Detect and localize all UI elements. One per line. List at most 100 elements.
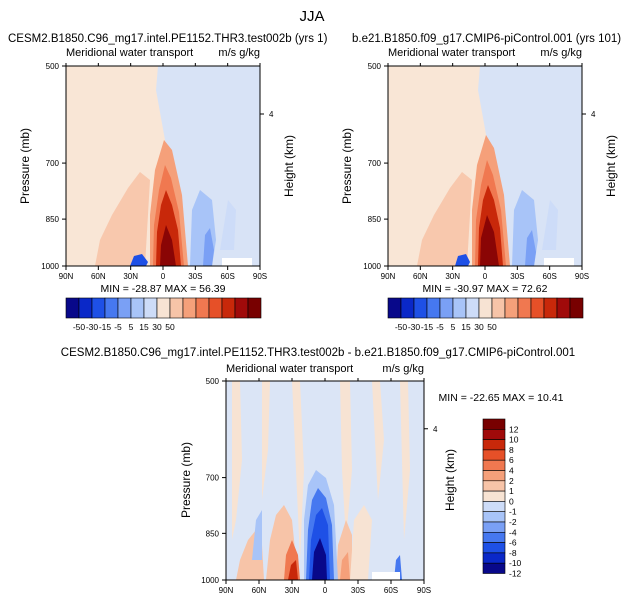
- colorbar-swatch: [426, 297, 441, 319]
- x-tick-label: 60N: [413, 272, 428, 281]
- colorbar-swatch: [478, 297, 493, 319]
- x-tick-label: 60S: [384, 586, 398, 595]
- field-positive-streak-5: [372, 381, 384, 500]
- colorbar-label: 6: [509, 455, 514, 465]
- x-tick-label: 60S: [221, 272, 235, 281]
- field-negative-lobe-3: [220, 200, 236, 250]
- colorbar-label: -15: [421, 322, 434, 332]
- colorbar-swatch: [504, 297, 519, 319]
- colorbar-label: -12: [509, 569, 522, 579]
- colorbar-swatch: [482, 552, 506, 564]
- x-tick-label: 60S: [543, 272, 557, 281]
- y-tick-label: 1000: [41, 262, 59, 271]
- panel-subtitle-left: Meridional water transport: [388, 47, 515, 59]
- y-axis-label-right: Height (km): [282, 135, 296, 197]
- y-tick-label: 700: [46, 159, 60, 168]
- colorbar-label: -30: [408, 322, 421, 332]
- x-tick-label: 0: [161, 272, 166, 281]
- colorbar-label: -8: [509, 548, 517, 558]
- colorbar-swatch: [482, 418, 506, 430]
- field-positive-core-4: [160, 225, 176, 266]
- colorbar-swatch: [387, 297, 402, 319]
- x-tick-label: 90N: [219, 586, 234, 595]
- y-tick-label: 850: [46, 215, 60, 224]
- field-negative-core-4: [312, 538, 327, 580]
- colorbar-swatch: [482, 480, 506, 492]
- colorbar-swatch: [569, 297, 584, 319]
- colorbar-swatch: [465, 297, 480, 319]
- colorbar-swatch: [195, 297, 210, 319]
- colorbar-label: 5: [451, 322, 456, 332]
- colorbar-label: 1: [509, 486, 514, 496]
- field-negative-lobe-3: [542, 200, 558, 250]
- colorbar-swatch: [517, 297, 532, 319]
- right-tick-label: 4: [269, 110, 274, 119]
- x-tick-label: 30N: [123, 272, 138, 281]
- colorbar-swatch: [556, 297, 571, 319]
- field-positive-lobe-4: [350, 505, 372, 580]
- panel-difference: CESM2.B1850.C96_mg17.intel.PE1152.THR3.t…: [61, 347, 575, 595]
- colorbar-label: -15: [99, 322, 112, 332]
- panel-subtitle-left: Meridional water transport: [226, 363, 353, 375]
- panel-subtitle-right: m/s g/kg: [382, 363, 424, 375]
- colorbar-swatch: [400, 297, 415, 319]
- colorbar-label: -6: [509, 538, 517, 548]
- panel-title: CESM2.B1850.C96_mg17.intel.PE1152.THR3.t…: [61, 347, 575, 359]
- colorbar-swatch: [182, 297, 197, 319]
- colorbar-swatch: [143, 297, 158, 319]
- y-axis-label-right: Height (km): [604, 135, 618, 197]
- x-tick-label: 30N: [285, 586, 300, 595]
- field-missing: [222, 258, 252, 266]
- colorbar-swatch: [413, 297, 428, 319]
- colorbar-swatch: [452, 297, 467, 319]
- colorbar-label: 12: [509, 424, 519, 434]
- stats-text: MIN = -28.87 MAX = 56.39: [101, 283, 226, 295]
- colorbar-swatch: [482, 490, 506, 502]
- colorbar-label: -30: [86, 322, 99, 332]
- y-axis-label: Pressure (mb): [179, 442, 193, 518]
- x-tick-label: 90N: [381, 272, 396, 281]
- field-negative-lobe-2: [203, 228, 214, 266]
- x-tick-label: 60N: [91, 272, 106, 281]
- y-tick-label: 1000: [201, 576, 219, 585]
- colorbar-swatch: [482, 531, 506, 543]
- x-tick-label: 30S: [510, 272, 524, 281]
- field-positive-streak-6: [400, 381, 410, 540]
- field-positive-streak-2: [262, 381, 270, 500]
- panel-title: b.e21.B1850.f09_g17.CMIP6-piControl.001 …: [352, 33, 621, 45]
- colorbar-swatch: [482, 449, 506, 461]
- field-positive-streak-3: [292, 381, 304, 560]
- panel-subtitle-right: m/s g/kg: [218, 47, 260, 59]
- colorbar-swatch: [439, 297, 454, 319]
- panel-baseline: b.e21.B1850.f09_g17.CMIP6-piControl.001 …: [340, 33, 621, 295]
- colorbar-swatch: [482, 511, 506, 523]
- colorbar-label: 50: [487, 322, 497, 332]
- colorbar-swatch: [482, 562, 506, 574]
- field-missing: [544, 258, 574, 266]
- colorbar-swatch: [234, 297, 249, 319]
- field-positive-band: [417, 172, 472, 266]
- x-tick-label: 30N: [445, 272, 460, 281]
- panel-control: CESM2.B1850.C96_mg17.intel.PE1152.THR3.t…: [8, 33, 328, 295]
- colorbar-swatch: [491, 297, 506, 319]
- y-axis-label-right: Height (km): [443, 449, 457, 511]
- colorbar-label: -2: [509, 517, 517, 527]
- colorbar-label: -1: [509, 507, 517, 517]
- panel-title: CESM2.B1850.C96_mg17.intel.PE1152.THR3.t…: [8, 33, 328, 45]
- colorbar-label: 8: [509, 445, 514, 455]
- colorbar-swatch: [117, 297, 132, 319]
- field-positive-core-2: [288, 560, 298, 580]
- stats-text: MIN = -30.97 MAX = 72.62: [423, 283, 548, 295]
- y-tick-label: 850: [206, 529, 220, 538]
- heatmap-field: [226, 381, 424, 580]
- y-tick-label: 500: [206, 377, 220, 386]
- field-missing: [372, 572, 400, 580]
- right-tick-label: 4: [591, 110, 596, 119]
- colorbar-label: -5: [436, 322, 444, 332]
- heatmap-field: [388, 66, 582, 266]
- colorbar-swatch: [169, 297, 184, 319]
- colorbar-swatch: [156, 297, 171, 319]
- colorbar-swatch: [208, 297, 223, 319]
- y-axis-label: Pressure (mb): [340, 128, 354, 204]
